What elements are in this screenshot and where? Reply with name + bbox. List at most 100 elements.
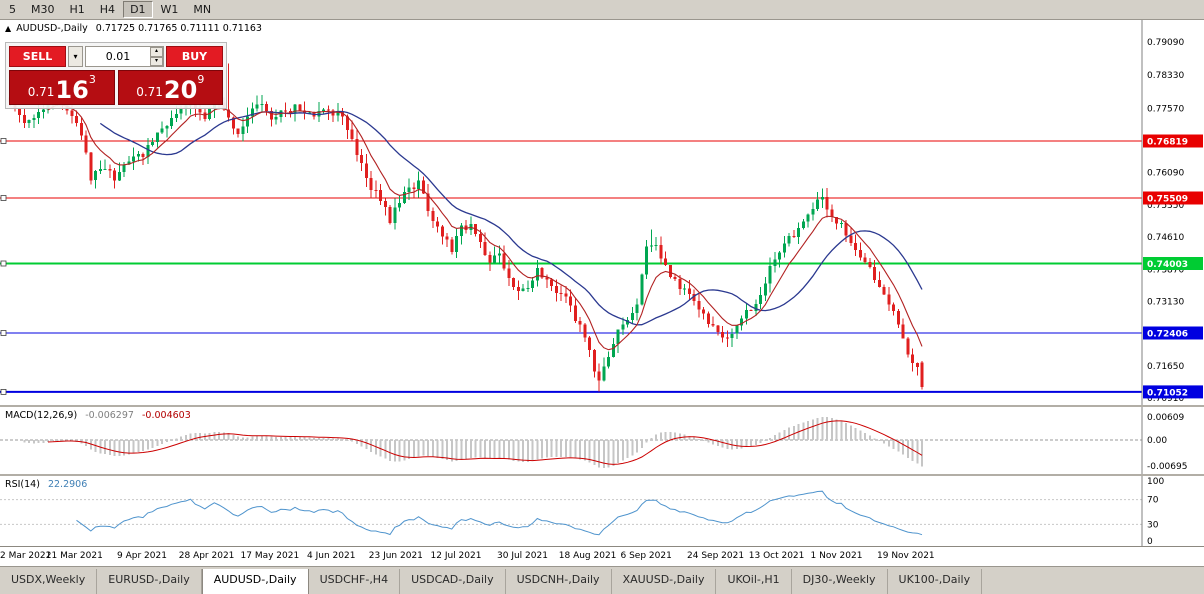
- rsi-line: [76, 490, 923, 536]
- chart-region: 0.79090 0.78330 0.77570 0.76090 0.75350 0.746…: [0, 20, 1204, 566]
- date-tick: 9 Apr 2021: [117, 551, 167, 561]
- buy-button[interactable]: BUY: [166, 46, 223, 67]
- chevron-down-icon: ▾: [73, 52, 78, 61]
- price-tick: 0.79090: [1147, 38, 1184, 48]
- sell-price-sup: 3: [88, 73, 96, 86]
- timeframe-button-5[interactable]: 5: [9, 3, 16, 16]
- volume-value[interactable]: 0.01: [105, 50, 131, 63]
- sell-button[interactable]: SELL: [9, 46, 66, 67]
- line-handle: [0, 138, 7, 144]
- price-tick: 0.77570: [1147, 104, 1184, 114]
- pane-separator[interactable]: [0, 474, 1204, 476]
- tab-audusd-daily[interactable]: AUDUSD-,Daily: [201, 569, 309, 594]
- rsi-tick: 30: [1147, 520, 1159, 530]
- sell-price-prefix: 0.71: [27, 85, 55, 99]
- sell-price-big: 16: [55, 76, 89, 104]
- date-tick: 6 Sep 2021: [620, 551, 672, 561]
- macd-signal-value: -0.004603: [141, 410, 191, 421]
- main-price-chart[interactable]: 0.79090 0.78330 0.77570 0.76090 0.75350 0.746…: [0, 20, 1204, 405]
- sell-price-display[interactable]: 0.71 16 3: [9, 70, 115, 105]
- date-tick: 2 Mar 2021: [0, 551, 52, 561]
- rsi-value: 22.2906: [47, 479, 88, 490]
- pane-separator[interactable]: [0, 405, 1204, 407]
- chart-title: ▲ AUDUSD-,Daily 0.71725 0.71765 0.71111 …: [5, 23, 262, 34]
- chart-symbol-label: AUDUSD-,Daily: [16, 23, 88, 34]
- tab-dj30-weekly[interactable]: DJ30-,Weekly: [792, 569, 888, 594]
- line-handle: [0, 330, 7, 336]
- date-tick: 13 Oct 2021: [748, 551, 805, 561]
- price-tick: 0.74610: [1147, 233, 1184, 243]
- timeframe-toolbar: 5 M30 H1 H4 D1 W1 MN: [0, 0, 1204, 20]
- level-price-badge: [1143, 385, 1203, 399]
- tab-usdcad-daily[interactable]: USDCAD-,Daily: [400, 569, 506, 594]
- date-tick: 30 Jul 2021: [497, 551, 548, 561]
- tab-ukoil-h1[interactable]: UKOil-,H1: [716, 569, 792, 594]
- volume-increase-button[interactable]: ▴: [150, 47, 163, 57]
- date-tick: 17 May 2021: [240, 551, 300, 561]
- rsi-label: RSI(14): [5, 479, 40, 490]
- price-tick: 0.70910: [1147, 394, 1184, 404]
- symbol-arrow-icon: ▲: [5, 24, 12, 33]
- date-tick: 1 Nov 2021: [810, 551, 863, 561]
- svg-text:0.72406: 0.72406: [1147, 330, 1188, 340]
- macd-axis: 0.00609 0.00 -0.00695: [1147, 413, 1187, 472]
- rsi-tick: 100: [1147, 477, 1164, 487]
- tab-usdchf-h4[interactable]: USDCHF-,H4: [309, 569, 401, 594]
- price-tick: 0.76090: [1147, 169, 1184, 179]
- price-tick: 0.73130: [1147, 298, 1184, 308]
- macd-tick: 0.00: [1147, 436, 1167, 446]
- chart-ohlc-values: 0.71725 0.71765 0.71111 0.71163: [95, 23, 262, 34]
- date-tick: 24 Sep 2021: [687, 551, 745, 561]
- timeframe-button-h1[interactable]: H1: [69, 3, 85, 16]
- level-price-badge: [1143, 257, 1203, 270]
- chart-tab-bar: USDX,Weekly EURUSD-,Daily AUDUSD-,Daily USD…: [0, 566, 1204, 594]
- date-tick: 28 Apr 2021: [178, 551, 235, 561]
- timeframe-button-mn[interactable]: MN: [193, 3, 212, 16]
- volume-decrease-button[interactable]: ▾: [150, 56, 163, 66]
- svg-text:0.71052: 0.71052: [1147, 388, 1188, 398]
- date-tick: 4 Jun 2021: [307, 551, 356, 561]
- buy-price-prefix: 0.71: [136, 85, 163, 99]
- rsi-indicator-pane[interactable]: 100 70 30 0: [0, 476, 1204, 546]
- timeframe-button-m30[interactable]: M30: [31, 3, 55, 16]
- date-axis[interactable]: 2 Mar 2021 21 Mar 2021 9 Apr 2021 28 Apr 20…: [0, 546, 1204, 566]
- candles-group: [8, 63, 924, 392]
- date-tick: 12 Jul 2021: [430, 551, 482, 561]
- macd-signal-line: [47, 420, 923, 465]
- date-tick: 18 Aug 2021: [558, 551, 617, 561]
- line-handle: [0, 195, 7, 201]
- level-price-badge: [1143, 326, 1203, 340]
- line-handle: [0, 260, 7, 267]
- price-tick: 0.73870: [1147, 265, 1184, 275]
- macd-indicator-pane[interactable]: 0.00609 0.00 -0.00695: [0, 407, 1204, 474]
- tab-xauusd-daily[interactable]: XAUUSD-,Daily: [612, 569, 717, 594]
- tab-uk100-daily[interactable]: UK100-,Daily: [888, 569, 983, 594]
- price-axis[interactable]: 0.79090 0.78330 0.77570 0.76090 0.75350 0.746…: [1143, 38, 1203, 404]
- macd-main-value: -0.006297: [85, 410, 134, 421]
- rsi-tick: 0: [1147, 537, 1153, 546]
- buy-price-display[interactable]: 0.71 20 9: [117, 70, 223, 105]
- order-options-dropdown[interactable]: ▾: [68, 46, 83, 67]
- tab-eurusd-daily[interactable]: EURUSD-,Daily: [97, 569, 202, 594]
- rsi-tick: 70: [1147, 496, 1159, 506]
- level-lines: [0, 138, 1142, 395]
- level-price-badge: [1143, 134, 1203, 148]
- macd-header: MACD(12,26,9) -0.006297 -0.004603: [5, 410, 191, 421]
- volume-field[interactable]: 0.01 ▴ ▾: [85, 46, 164, 67]
- price-tick: 0.75350: [1147, 201, 1184, 211]
- svg-text:0.74003: 0.74003: [1147, 260, 1188, 270]
- timeframe-button-w1[interactable]: W1: [160, 3, 179, 16]
- timeframe-button-d1[interactable]: D1: [123, 1, 153, 18]
- ma-slow-line: [99, 110, 923, 326]
- buy-price-big: 20: [163, 76, 198, 104]
- one-click-trading-widget: SELL ▾ 0.01 ▴ ▾ BUY 0.71 16 3 0.71 20 9: [5, 42, 227, 109]
- rsi-axis: 100 70 30 0: [1147, 477, 1164, 546]
- svg-text:0.76819: 0.76819: [1147, 138, 1188, 148]
- tab-usdcnh-daily[interactable]: USDCNH-,Daily: [506, 569, 612, 594]
- macd-tick: -0.00695: [1147, 462, 1187, 472]
- tab-usdx-weekly[interactable]: USDX,Weekly: [0, 569, 98, 594]
- timeframe-button-h4[interactable]: H4: [99, 3, 116, 16]
- date-tick: 21 Mar 2021: [45, 551, 103, 561]
- ma-fast-line: [47, 104, 923, 351]
